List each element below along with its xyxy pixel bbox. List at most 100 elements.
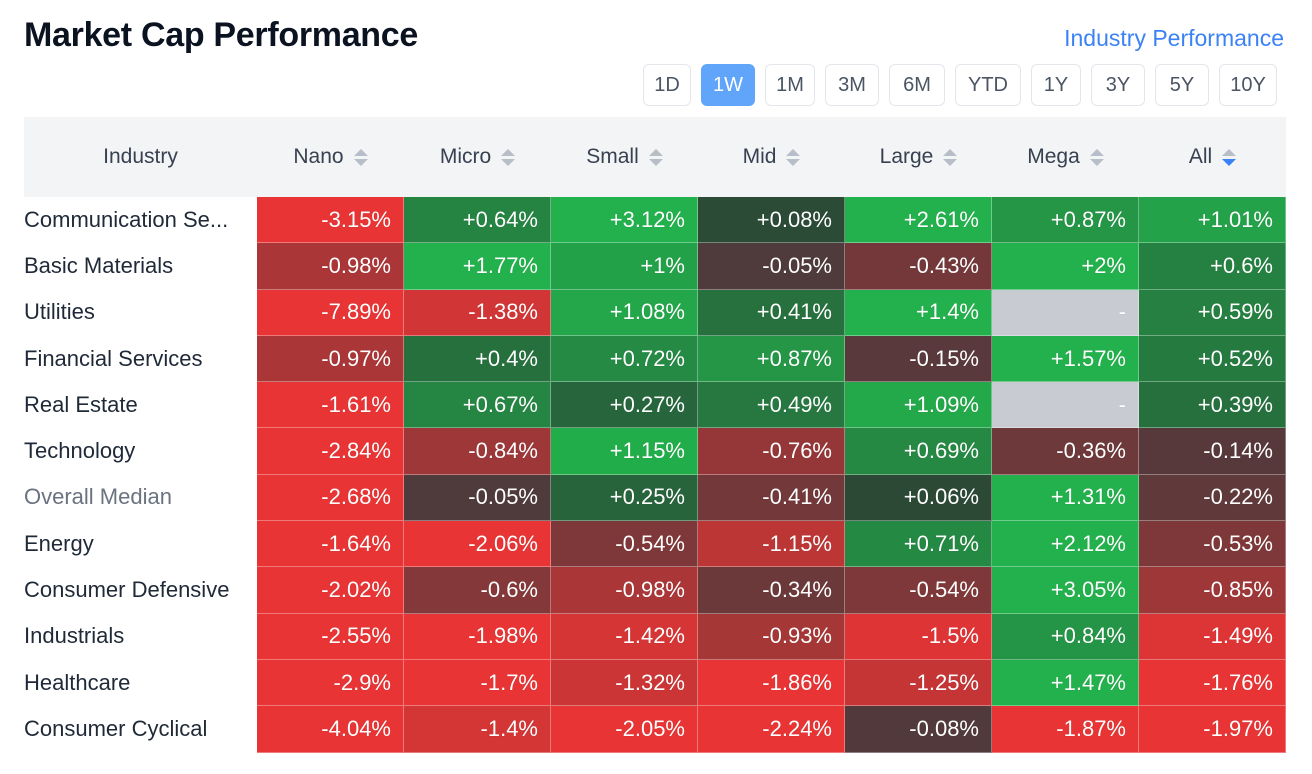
industry-performance-link[interactable]: Industry Performance [1064,25,1284,51]
period-button-6m[interactable]: 6M [889,64,945,106]
table-row[interactable]: Financial Services -0.97% +0.4% +0.72% +0.87… [24,335,1286,383]
performance-cell: +1.47% [992,659,1139,707]
performance-cell: -4.04% [257,706,404,753]
sort-icon[interactable] [1222,148,1237,166]
performance-cell: - [992,382,1139,429]
table-row[interactable]: Utilities -7.89% -1.38% +1.08% +0.41% +1.4% - +… [24,289,1286,336]
performance-cell: -7.89% [257,289,404,336]
performance-cell: +0.25% [551,474,698,522]
industry-label: Consumer Cyclical [24,706,257,753]
column-header-label: Small [586,145,639,168]
industry-label: Healthcare [24,659,257,707]
period-button-5y[interactable]: 5Y [1155,64,1209,106]
performance-cell: +1.08% [551,289,698,336]
column-header-large[interactable]: Large [845,117,992,197]
period-button-ytd[interactable]: YTD [955,64,1021,106]
table-row[interactable]: Basic Materials -0.98% +1.77% +1% -0.05% -0.4… [24,243,1286,290]
performance-cell: +1.15% [551,428,698,475]
performance-cell: -1.5% [845,613,992,660]
performance-cell: -2.02% [257,567,404,614]
period-button-10y[interactable]: 10Y [1219,64,1277,106]
table-row[interactable]: Consumer Defensive -2.02% -0.6% -0.98% -0.34… [24,567,1286,614]
performance-cell: -1.76% [1139,659,1286,707]
period-button-3y[interactable]: 3Y [1091,64,1145,106]
table-header: Industry Nano Micro Small Mid Large Mega All [24,117,1286,197]
performance-cell: +0.27% [551,382,698,429]
performance-cell: +0.41% [698,289,845,336]
performance-cell: -0.6% [404,567,551,614]
table-row[interactable]: Consumer Cyclical -4.04% -1.4% -2.05% -2.24%… [24,706,1286,753]
performance-cell: -1.97% [1139,706,1286,753]
column-header-all[interactable]: All [1139,117,1286,197]
performance-cell: -0.85% [1139,567,1286,614]
sort-icon[interactable] [501,148,516,166]
period-selector: 1D 1W 1M 3M 6M YTD 1Y 3Y 5Y 10Y [643,64,1277,106]
performance-cell: -0.43% [845,243,992,290]
performance-cell: +0.39% [1139,382,1286,429]
performance-cell: +1.77% [404,243,551,290]
performance-cell: +0.06% [845,474,992,522]
performance-cell: +1.31% [992,474,1139,522]
industry-label: Communication Se... [24,197,257,244]
performance-cell: -2.9% [257,659,404,707]
performance-cell: -1.4% [404,706,551,753]
performance-cell: +0.6% [1139,243,1286,290]
table-row[interactable]: Technology -2.84% -0.84% +1.15% -0.76% +0.69%… [24,428,1286,475]
column-header-label: Micro [439,145,492,168]
industry-label: Real Estate [24,382,257,429]
performance-cell: -1.49% [1139,613,1286,660]
performance-cell: +0.67% [404,382,551,429]
performance-cell: +0.59% [1139,289,1286,336]
industry-label: Financial Services [24,335,257,383]
table-body: Communication Se... -3.15% +0.64% +3.12% +0.… [24,197,1286,753]
performance-cell: -0.53% [1139,521,1286,568]
performance-cell: -0.54% [551,521,698,568]
table-row[interactable]: Overall Median -2.68% -0.05% +0.25% -0.41% +0… [24,474,1286,522]
performance-cell: +1.57% [992,335,1139,383]
column-header-label: Mega [1027,145,1080,168]
table-row[interactable]: Industrials -2.55% -1.98% -1.42% -0.93% -1.5%… [24,613,1286,660]
performance-cell: - [992,289,1139,336]
period-button-3m[interactable]: 3M [825,64,879,106]
performance-cell: -2.06% [404,521,551,568]
performance-cell: +0.87% [698,335,845,383]
period-button-1d[interactable]: 1D [643,64,691,106]
industry-label: Technology [24,428,257,475]
performance-cell: +2.12% [992,521,1139,568]
performance-cell: -0.14% [1139,428,1286,475]
table-row[interactable]: Real Estate -1.61% +0.67% +0.27% +0.49% +1.09… [24,382,1286,429]
column-header-label: Nano [293,145,344,168]
column-header-nano[interactable]: Nano [257,117,404,197]
performance-cell: +0.49% [698,382,845,429]
performance-cell: +0.52% [1139,335,1286,383]
performance-cell: +3.05% [992,567,1139,614]
table-row[interactable]: Communication Se... -3.15% +0.64% +3.12% +0.… [24,197,1286,244]
column-header-small[interactable]: Small [551,117,698,197]
sort-icon[interactable] [1089,148,1104,166]
table-row[interactable]: Healthcare -2.9% -1.7% -1.32% -1.86% -1.25% +1… [24,659,1286,707]
period-button-1w[interactable]: 1W [701,64,755,106]
table-row[interactable]: Energy -1.64% -2.06% -0.54% -1.15% +0.71% +2.1… [24,521,1286,568]
performance-cell: +0.69% [845,428,992,475]
performance-cell: -0.05% [698,243,845,290]
performance-cell: -1.38% [404,289,551,336]
sort-icon[interactable] [786,148,801,166]
performance-cell: -0.54% [845,567,992,614]
column-header-micro[interactable]: Micro [404,117,551,197]
performance-cell: +1.4% [845,289,992,336]
column-header-label: All [1188,145,1213,168]
performance-cell: -1.61% [257,382,404,429]
column-header-label: Large [879,145,934,168]
period-button-1y[interactable]: 1Y [1031,64,1081,106]
sort-icon[interactable] [353,148,368,166]
industry-label: Consumer Defensive [24,567,257,614]
performance-cell: -1.32% [551,659,698,707]
performance-cell: +0.87% [992,197,1139,244]
sort-icon[interactable] [648,148,663,166]
column-header-mid[interactable]: Mid [698,117,845,197]
performance-cell: -0.34% [698,567,845,614]
sort-icon[interactable] [943,148,958,166]
column-header-mega[interactable]: Mega [992,117,1139,197]
performance-cell: -1.86% [698,659,845,707]
period-button-1m[interactable]: 1M [765,64,815,106]
